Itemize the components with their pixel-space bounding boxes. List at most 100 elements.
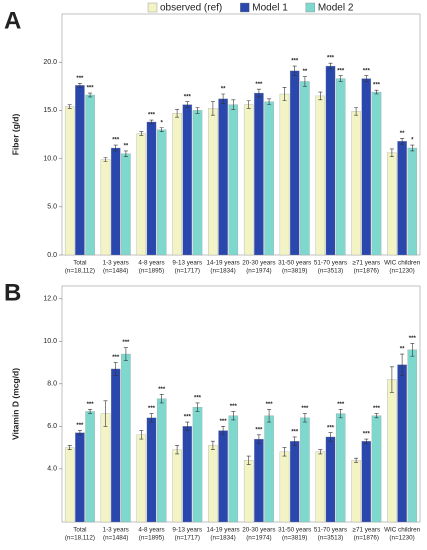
bar — [110, 368, 121, 523]
x-tick-label: (n=1484) — [103, 268, 128, 275]
significance: *** — [301, 406, 309, 412]
bar — [182, 104, 193, 256]
error-bar — [374, 413, 379, 419]
x-tick-label: 9-13 years — [172, 260, 202, 267]
error-bar — [139, 430, 144, 440]
significance: * — [411, 138, 414, 144]
error-bar — [231, 99, 236, 110]
bar — [192, 110, 203, 256]
bar — [371, 91, 382, 256]
bar — [110, 147, 121, 256]
bar — [192, 407, 203, 523]
error-bar — [175, 445, 180, 455]
significance: ** — [303, 69, 308, 75]
x-tick-label: 14-19 years — [206, 527, 239, 534]
bar — [243, 104, 254, 256]
error-bar — [354, 107, 359, 116]
x-tick-label: 1-3 years — [103, 527, 129, 534]
bar — [279, 451, 290, 523]
error-bar — [318, 91, 323, 101]
error-bar — [410, 144, 415, 152]
bar — [289, 70, 300, 256]
error-bar — [374, 89, 379, 95]
bar — [387, 152, 397, 256]
bar — [121, 153, 131, 256]
x-tick-label: (n=3819) — [282, 535, 307, 542]
significance: *** — [363, 68, 371, 74]
significance: * — [161, 120, 164, 126]
x-tick-label: (n=1230) — [389, 268, 414, 275]
error-bar — [400, 353, 405, 376]
x-tick-label: 14-19 years — [206, 260, 239, 267]
y-tick-label: 10.0 — [43, 338, 57, 345]
x-tick-label: (n=18,112) — [65, 535, 95, 542]
error-bar — [231, 411, 236, 421]
significance: *** — [184, 94, 192, 100]
legend-label: Model 1 — [252, 3, 288, 14]
error-bar — [267, 409, 272, 423]
x-tick-label: (n=1974) — [246, 268, 271, 275]
panel-letter: A — [4, 7, 21, 34]
bar — [228, 415, 239, 523]
x-tick-label: (n=3513) — [318, 535, 343, 542]
significance: ** — [221, 87, 226, 93]
x-tick-label: 51-70 years — [314, 527, 347, 534]
significance: *** — [409, 336, 417, 342]
bar — [300, 81, 310, 256]
x-tick-label: 4-8 years — [138, 260, 164, 267]
panel-letter: B — [4, 279, 21, 306]
x-tick-label: (n=1876) — [354, 268, 379, 275]
bar — [407, 147, 418, 256]
x-tick-label: (n=18,112) — [65, 268, 95, 275]
bar — [397, 141, 407, 256]
significance: *** — [327, 425, 335, 431]
bar — [279, 93, 290, 256]
error-bar — [256, 434, 261, 444]
bar — [136, 434, 147, 523]
y-tick-label: 12.0 — [43, 296, 57, 303]
error-bar — [67, 104, 72, 109]
bar — [397, 364, 407, 523]
significance: *** — [255, 82, 263, 88]
bar — [85, 411, 95, 523]
error-bar — [103, 400, 108, 427]
error-bar — [256, 88, 261, 98]
x-tick-label: (n=1717) — [175, 535, 200, 542]
error-bar — [292, 436, 297, 446]
x-tick-label: 20-30 years — [242, 527, 275, 534]
bar — [75, 432, 85, 523]
y-tick-label: 8.0 — [47, 381, 57, 388]
bar — [146, 121, 157, 256]
bar — [351, 111, 361, 256]
error-bar — [159, 127, 164, 132]
error-bar — [175, 109, 180, 118]
error-bar — [195, 402, 200, 412]
significance: ** — [400, 131, 405, 137]
bar — [264, 101, 274, 256]
error-bar — [88, 92, 93, 98]
significance: *** — [158, 387, 166, 393]
significance: *** — [87, 86, 95, 92]
bar — [64, 106, 75, 256]
error-bar — [282, 86, 287, 102]
significance: *** — [112, 138, 120, 144]
x-tick-label: (n=3819) — [282, 268, 307, 275]
y-tick-label: 5.0 — [47, 204, 57, 211]
error-bar — [328, 432, 333, 442]
x-tick-label: ≥71 years — [352, 260, 380, 267]
error-bar — [292, 65, 297, 76]
significance: *** — [184, 415, 192, 421]
x-tick-label: 9-13 years — [172, 527, 202, 534]
bar — [289, 441, 300, 523]
x-tick-label: (n=1895) — [139, 268, 164, 275]
x-tick-label: 31-50 years — [278, 260, 311, 267]
significance: *** — [148, 113, 156, 119]
bar — [243, 460, 254, 523]
x-tick-label: Total — [73, 260, 86, 267]
legend-swatch — [305, 2, 316, 13]
bar — [218, 430, 228, 523]
bar — [208, 445, 218, 523]
bar — [218, 98, 228, 256]
error-bar — [210, 440, 215, 451]
error-bar — [246, 100, 251, 109]
